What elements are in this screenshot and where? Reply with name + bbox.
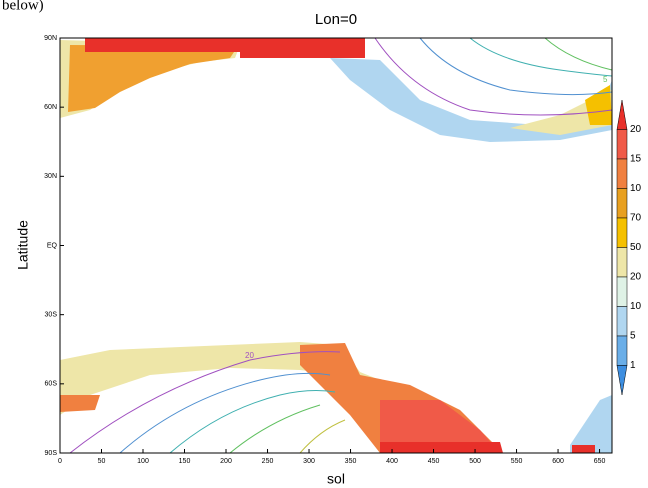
y-tick-label: EQ [47,242,58,249]
contour [544,37,613,71]
region [570,395,612,453]
chart-title: Lon=0 [315,11,357,28]
x-tick-label: 450 [428,458,440,465]
contour [229,404,321,454]
region [380,442,503,453]
region [380,400,500,453]
region [510,90,612,135]
colorbar-arrow [616,365,628,396]
colorbar-arrow [616,99,628,130]
x-tick-label: 0 [58,458,62,465]
y-tick-label: 30N [44,173,57,180]
y-tick-label: 90N [44,35,57,42]
y-tick-label: 60N [44,104,57,111]
contour [69,351,341,454]
x-tick-label: 250 [262,458,274,465]
x-tick-label: 600 [552,458,564,465]
x-axis-label: sol [327,471,345,487]
x-tick-label: 100 [137,458,149,465]
x-tick-label: 300 [303,458,315,465]
x-tick-label: 400 [386,458,398,465]
contour-label: 20 [245,351,254,360]
colorbar-label: 70 [630,213,642,224]
header-note: below) [2,0,44,13]
region [68,45,238,112]
colorbar-label: 20 [630,124,642,135]
contours [69,37,613,454]
y-tick-label: 60S [45,381,58,388]
colorbar-swatch [616,306,628,337]
y-tick-label: 30S [45,312,58,319]
colorbar-label: 1 [630,360,636,371]
x-tick-label: 350 [345,458,357,465]
colorbar-label: 10 [630,183,642,194]
colorbar-label: 15 [630,154,642,165]
colorbar-swatch [616,247,628,278]
y-tick-label: 90S [45,450,58,457]
contour-label: 5 [603,75,608,84]
colorbar-swatch [616,129,628,160]
colorbar-label: 50 [630,242,642,253]
colorbar-label: 5 [630,331,636,342]
region [585,85,612,125]
y-axis-label: Latitude [15,220,31,270]
colorbar-label: 10 [630,301,642,312]
region [330,58,612,142]
contour [419,37,613,96]
region [572,445,595,453]
contour [469,37,613,77]
contour [299,419,346,454]
colorbar-swatch [616,276,628,307]
region [60,395,100,412]
x-tick-label: 550 [511,458,523,465]
filled-regions [60,38,612,453]
colorbar-swatch [616,335,628,366]
x-tick-label: 50 [98,458,106,465]
colorbar-swatch [616,188,628,219]
contour [374,37,613,116]
contour [119,372,331,454]
contour [169,390,336,454]
colorbar-swatch [616,158,628,189]
x-tick-label: 650 [594,458,606,465]
x-tick-label: 200 [220,458,232,465]
colorbar-label: 20 [630,272,642,283]
region [85,38,365,58]
x-tick-label: 500 [469,458,481,465]
colorbar-swatch [616,217,628,248]
x-tick-label: 150 [179,458,191,465]
